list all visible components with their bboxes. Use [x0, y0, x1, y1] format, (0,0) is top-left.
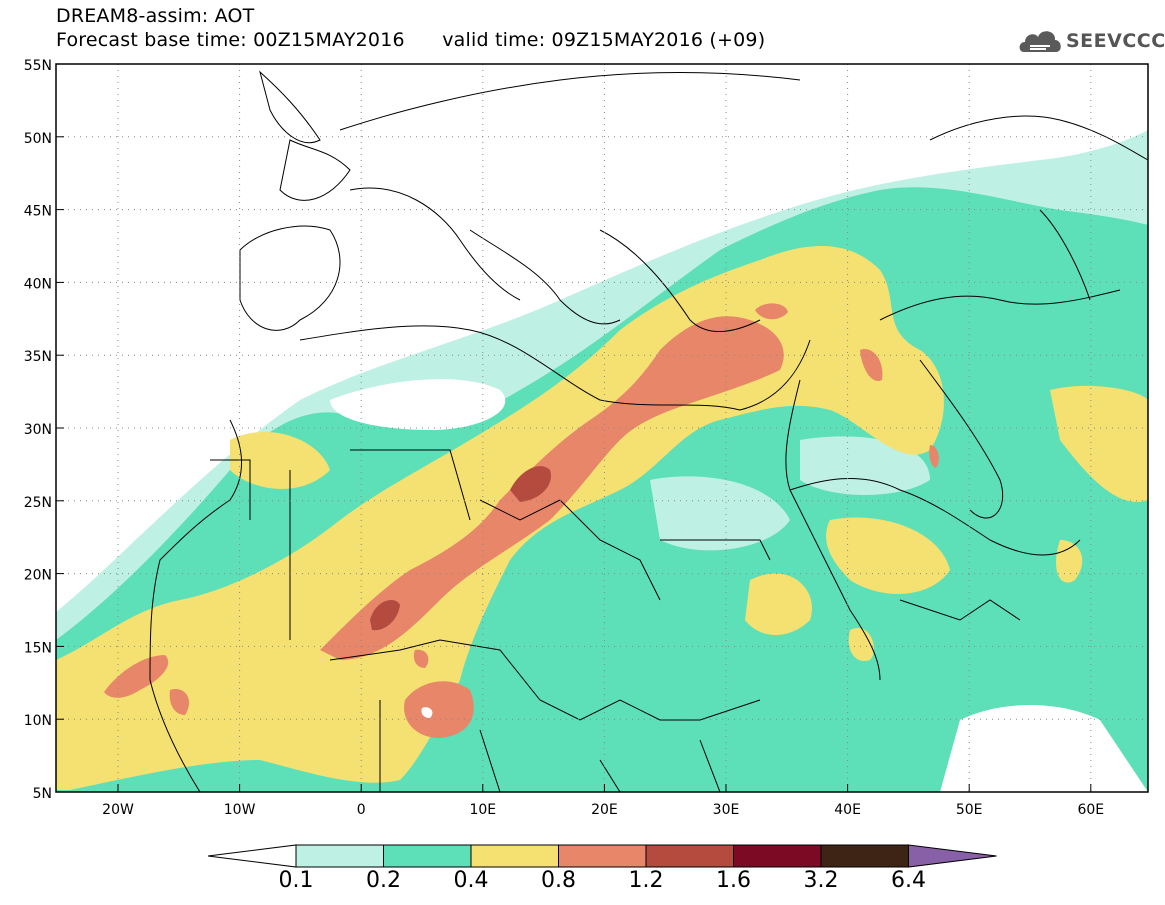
aot-band-0.8	[320, 316, 784, 660]
lat-label: 25N	[24, 495, 52, 511]
lon-label: 20W	[102, 802, 134, 818]
lat-label: 55N	[24, 58, 52, 74]
colorbar	[207, 844, 997, 868]
lat-label: 50N	[24, 131, 52, 147]
colorbar-segment	[645, 844, 734, 868]
cloud-icon	[1019, 31, 1061, 52]
graticule	[56, 64, 1148, 792]
lon-label: 0	[357, 802, 366, 818]
lon-label: 50E	[956, 802, 983, 818]
logo-text: SEEVCCC	[1066, 30, 1165, 52]
coastlines	[56, 64, 1148, 792]
colorbar-tick-label: 1.2	[628, 868, 664, 893]
lat-label: 35N	[24, 349, 52, 365]
forecast-base-time: Forecast base time: 00Z15MAY2016	[56, 29, 405, 51]
colorbar-segment	[295, 844, 384, 868]
lon-label: 20E	[591, 802, 618, 818]
colorbar-segment	[558, 844, 647, 868]
aot-shading	[56, 64, 1148, 792]
latitude-labels: 55N 50N 45N 40N 35N 30N 25N 20N 15N 10N 5N	[24, 58, 64, 802]
colorbar-tick-label: 0.8	[541, 868, 576, 893]
colorbar-tick-label: 1.6	[716, 868, 751, 893]
lat-label: 5N	[33, 786, 52, 802]
lon-label: 10E	[469, 802, 496, 818]
colorbar-min-arrow	[207, 844, 297, 868]
colorbar-max-arrow	[908, 844, 997, 868]
lon-label: 30E	[713, 802, 740, 818]
lat-label: 30N	[24, 422, 52, 438]
lat-label: 45N	[24, 204, 52, 220]
lat-label: 15N	[24, 640, 52, 656]
colorbar-segment	[733, 844, 822, 868]
colorbar-tick-label: 3.2	[803, 868, 839, 893]
map-subtitle: Forecast base time: 00Z15MAY2016 valid t…	[56, 30, 765, 50]
aot-band-1.2	[510, 466, 551, 502]
colorbar-tick-label: 0.1	[278, 868, 314, 893]
colorbar-segment	[820, 844, 909, 868]
colorbar-tick-label: 0.4	[453, 868, 489, 893]
lon-label: 10W	[224, 802, 256, 818]
lon-label: 60E	[1077, 802, 1104, 818]
map-title: DREAM8-assim: AOT	[56, 5, 255, 27]
lat-label: 10N	[24, 713, 52, 729]
lat-label: 20N	[24, 568, 52, 584]
valid-time: valid time: 09Z15MAY2016 (+09)	[442, 29, 766, 51]
lon-label: 40E	[834, 802, 861, 818]
colorbar-tick-label: 0.2	[366, 868, 401, 893]
seevccc-logo: SEEVCCC	[1018, 22, 1165, 58]
lat-label: 40N	[24, 276, 52, 292]
colorbar-segment	[470, 844, 559, 868]
colorbar-tick-label: 6.4	[891, 868, 926, 893]
colorbar-segment	[383, 844, 472, 868]
longitude-labels: 20W 10W 0 10E 20E 30E 40E 50E 60E	[102, 784, 1104, 818]
